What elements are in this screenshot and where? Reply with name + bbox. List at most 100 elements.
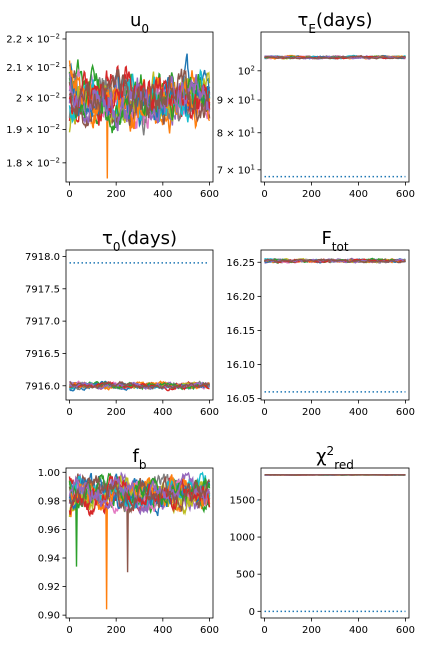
axes-frame (65, 249, 214, 401)
y-tick-label-part: 7918.0 (25, 252, 60, 263)
walker-traces (264, 54, 406, 60)
y-tick-label-part: 1 (251, 163, 255, 171)
x-tick-label: 400 (349, 625, 368, 636)
y-tick-label: 16.25 (226, 258, 255, 269)
y-tick-label-part: 8 × 10 (217, 128, 251, 139)
walker-trace (69, 380, 210, 390)
panel-title-part: F (321, 228, 331, 249)
y-tick-label-part: 1 (251, 94, 255, 102)
y-tick-label: 0.90 (38, 611, 60, 622)
y-tick-label-part: 1.9 × 10 (6, 125, 49, 136)
y-tick-label: 0.96 (38, 525, 60, 536)
y-tick-label: 1.9 × 10−2 (6, 123, 60, 136)
y-tick-label: 16.10 (226, 360, 255, 371)
y-tick-label-part: 16.10 (226, 360, 255, 371)
y-tick-label: 0.92 (38, 582, 60, 593)
y-tick-label-part: 2.1 × 10 (6, 63, 49, 74)
y-tick-label-part: 2 × 10 (16, 93, 50, 104)
x-tick-label: 200 (107, 407, 126, 418)
y-tick-label-part: 9 × 10 (217, 96, 251, 107)
panel-title-part: tot (332, 240, 349, 254)
y-tick-label-part: 0 (249, 607, 255, 618)
panel-title-part: E (308, 22, 316, 36)
y-tick-label-part: 7916.0 (25, 381, 60, 392)
y-tick-label-part: 16.25 (226, 258, 255, 269)
axes-frame (65, 467, 214, 619)
walker-trace (264, 54, 406, 60)
trace-panel: 0 200 400 600 7918.0 7917.5 7917.0 7916.5 7916.0… (25, 228, 219, 418)
x-tick-label: 400 (349, 189, 368, 200)
y-tick-label: 1.8 × 10−2 (6, 156, 60, 169)
x-tick-label: 400 (153, 625, 172, 636)
walker-trace (68, 68, 211, 123)
y-tick-label-part: 1500 (230, 495, 255, 506)
x-tick-label: 200 (302, 407, 321, 418)
panel-title: χ2red (316, 444, 354, 472)
y-tick-label-part: 7 × 10 (217, 165, 251, 176)
y-tick-label-part: 16.20 (226, 292, 255, 303)
x-tick-label: 600 (200, 189, 219, 200)
y-tick-label: 0 (249, 607, 255, 618)
x-tick-label: 400 (153, 189, 172, 200)
y-tick-label-part: 2.2 × 10 (6, 34, 49, 45)
x-tick-label: 0 (261, 407, 267, 418)
y-tick-label-part: −2 (50, 156, 60, 164)
panel-title-part: (days) (316, 10, 373, 31)
y-tick-label-part: 1.8 × 10 (6, 158, 49, 169)
y-tick-label: 16.05 (226, 394, 255, 405)
y-tick-label: 8 × 101 (217, 126, 255, 139)
x-tick-label: 600 (200, 625, 219, 636)
axes-frame (260, 31, 410, 183)
panel-title: u0 (130, 10, 149, 36)
y-tick-label-part: 2 (251, 64, 255, 72)
y-tick-label: 16.15 (226, 326, 255, 337)
x-tick-label: 200 (107, 625, 126, 636)
panel-title: τE(days) (298, 10, 373, 36)
y-tick-label-part: 0.94 (38, 554, 60, 565)
walker-traces (68, 471, 211, 610)
x-tick-label: 0 (66, 189, 72, 200)
panel-title-part: red (334, 458, 354, 472)
x-tick-label: 600 (396, 189, 415, 200)
x-tick-label: 0 (66, 625, 72, 636)
walker-traces (263, 257, 406, 264)
y-tick-label-part: 10 (238, 66, 251, 77)
y-tick-label: 7918.0 (25, 252, 60, 263)
y-tick-label-part: 1000 (230, 533, 255, 544)
axes-frame (260, 467, 410, 619)
panel-title-part: 0 (113, 240, 121, 254)
y-tick-label-part: 16.05 (226, 394, 255, 405)
y-tick-label-part: 0.96 (38, 525, 60, 536)
panel-title-part: u (130, 10, 141, 31)
y-tick-label: 1500 (230, 495, 255, 506)
walker-traces (68, 53, 211, 179)
panel-title-part: (days) (120, 228, 177, 249)
y-tick-label-part: −2 (50, 91, 60, 99)
y-tick-label-part: 500 (236, 570, 255, 581)
walker-trace (68, 471, 211, 516)
panel-title-part: 0 (141, 22, 149, 36)
y-tick-label-part: −2 (50, 32, 60, 40)
walker-trace (68, 475, 211, 514)
walker-traces (68, 380, 211, 392)
y-tick-label-part: 16.15 (226, 326, 255, 337)
x-tick-label: 0 (261, 189, 267, 200)
y-tick-label: 7917.5 (25, 284, 60, 295)
y-tick-label: 102 (238, 64, 255, 77)
panel-title: Ftot (321, 228, 348, 254)
y-tick-label-part: 7917.0 (25, 317, 60, 328)
x-tick-label: 600 (396, 625, 415, 636)
axes-frame (65, 31, 214, 183)
panel-title-part: b (139, 458, 147, 472)
panel-title-part: τ (102, 228, 113, 249)
panel-title-part: 2 (327, 444, 335, 458)
y-tick-label-part: 7916.5 (25, 349, 60, 360)
y-tick-label-part: 0.92 (38, 582, 60, 593)
y-tick-label: 500 (236, 570, 255, 581)
panel-title: τ0(days) (102, 228, 177, 254)
y-tick-label: 7916.5 (25, 349, 60, 360)
x-tick-label: 200 (302, 189, 321, 200)
y-tick-label: 1000 (230, 533, 255, 544)
